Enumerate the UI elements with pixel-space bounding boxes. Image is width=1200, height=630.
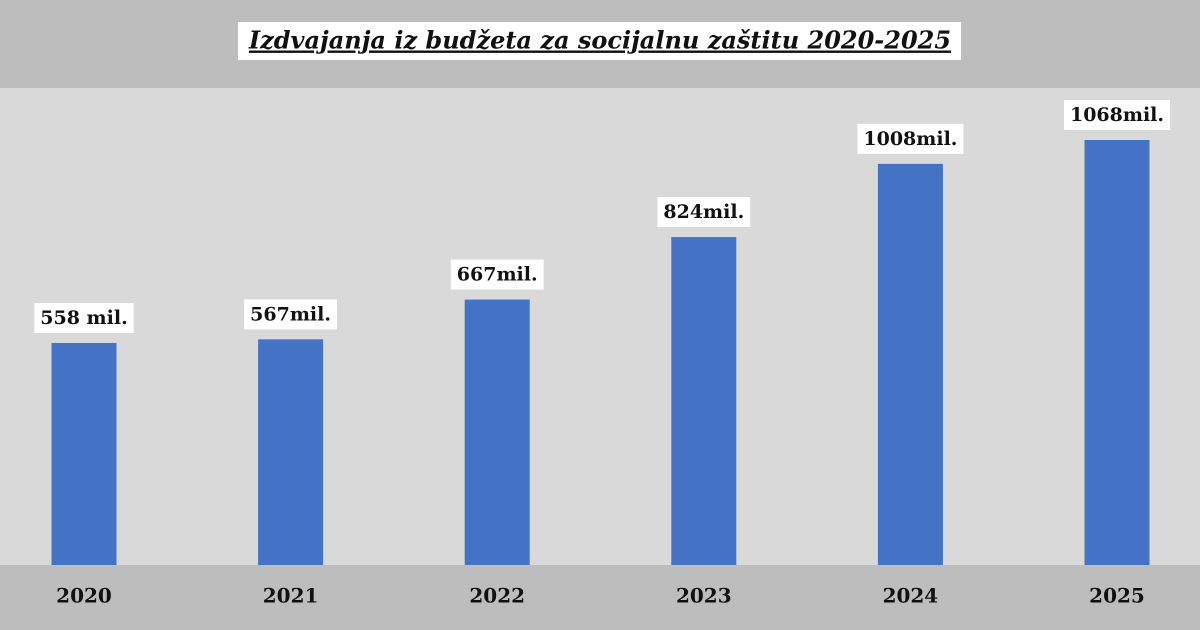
x-tick-label: 2025	[1089, 584, 1145, 608]
value-label-box	[450, 259, 544, 290]
value-label: 824mil.	[663, 201, 744, 223]
bar	[258, 339, 324, 565]
plot-area	[0, 88, 1200, 565]
value-label: 667mil.	[457, 264, 538, 286]
x-tick-label: 2024	[883, 584, 939, 608]
x-tick-label: 2022	[469, 584, 525, 608]
value-label: 1068mil.	[1070, 104, 1164, 126]
bar	[51, 342, 117, 565]
value-label-box	[657, 197, 751, 228]
value-label: 567mil.	[250, 303, 331, 325]
chart-title: Izdvajanja iz budžeta za socijalnu zašti…	[248, 26, 951, 55]
x-tick-label: 2023	[676, 584, 732, 608]
title-box	[237, 22, 962, 60]
bar	[877, 163, 943, 565]
value-label-box	[34, 302, 134, 333]
value-label-box	[857, 123, 964, 154]
value-label: 1008mil.	[863, 128, 957, 150]
value-label-box	[1063, 100, 1171, 130]
axis-band	[0, 565, 1200, 630]
x-tick-label: 2021	[263, 584, 319, 608]
x-tick-label: 2020	[56, 584, 112, 608]
bar	[671, 237, 737, 565]
value-label: 558 mil.	[40, 307, 127, 329]
bar	[464, 299, 530, 565]
value-label-box	[244, 299, 338, 330]
bar	[1084, 140, 1150, 565]
